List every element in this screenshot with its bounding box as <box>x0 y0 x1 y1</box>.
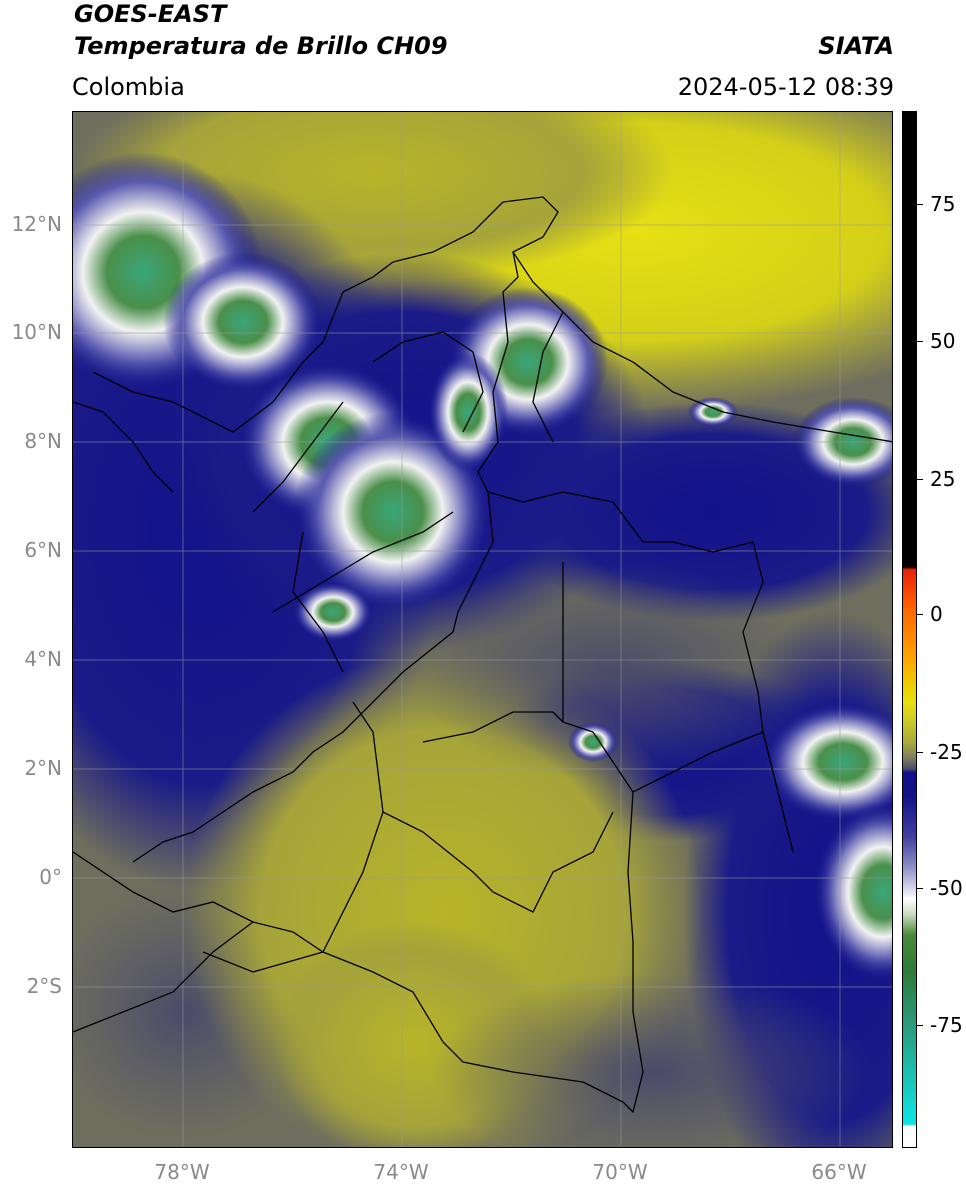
colorbar-label-25: 25 <box>930 467 956 491</box>
colorbar-tick-50-mark <box>917 341 923 342</box>
lat-label-6n: 6°N <box>24 538 62 562</box>
lon-label-66w: 66°W <box>811 1160 867 1184</box>
agency-label: SIATA <box>818 32 894 60</box>
lon-label-70w: 70°W <box>592 1160 648 1184</box>
colorbar-tick-75-mark <box>917 204 923 205</box>
colorbar-label-neg75: -75 <box>930 1013 963 1037</box>
satellite-map <box>72 111 893 1148</box>
colorbar-tick-neg75-mark <box>917 1025 923 1026</box>
colorbar-tick-neg25-mark <box>917 752 923 753</box>
colorbar-label-75: 75 <box>930 192 956 216</box>
lat-label-2s: 2°S <box>26 974 62 998</box>
lat-label-10n: 10°N <box>11 320 62 344</box>
lat-label-0: 0° <box>39 865 62 889</box>
country-borders <box>73 196 892 1114</box>
colorbar <box>902 111 917 1148</box>
graticule <box>73 112 892 1147</box>
colorbar-tick-0-mark <box>917 614 923 615</box>
colorbar-label-0: 0 <box>930 602 943 626</box>
colorbar-label-50: 50 <box>930 329 956 353</box>
region-label: Colombia <box>72 73 185 101</box>
satellite-title: GOES-EAST <box>74 0 227 28</box>
datetime-label: 2024-05-12 08:39 <box>677 73 894 101</box>
lon-label-78w: 78°W <box>154 1160 210 1184</box>
product-title: Temperatura de Brillo CH09 <box>74 32 448 60</box>
colorbar-label-neg50: -50 <box>930 876 963 900</box>
lat-label-4n: 4°N <box>24 647 62 671</box>
map-image <box>73 112 892 1147</box>
colorbar-tick-neg50-mark <box>917 888 923 889</box>
lat-label-12n: 12°N <box>11 212 62 236</box>
colorbar-tick-25-mark <box>917 479 923 480</box>
lat-label-2n: 2°N <box>24 756 62 780</box>
lon-label-74w: 74°W <box>373 1160 429 1184</box>
colorbar-label-neg25: -25 <box>930 740 963 764</box>
lat-label-8n: 8°N <box>24 429 62 453</box>
